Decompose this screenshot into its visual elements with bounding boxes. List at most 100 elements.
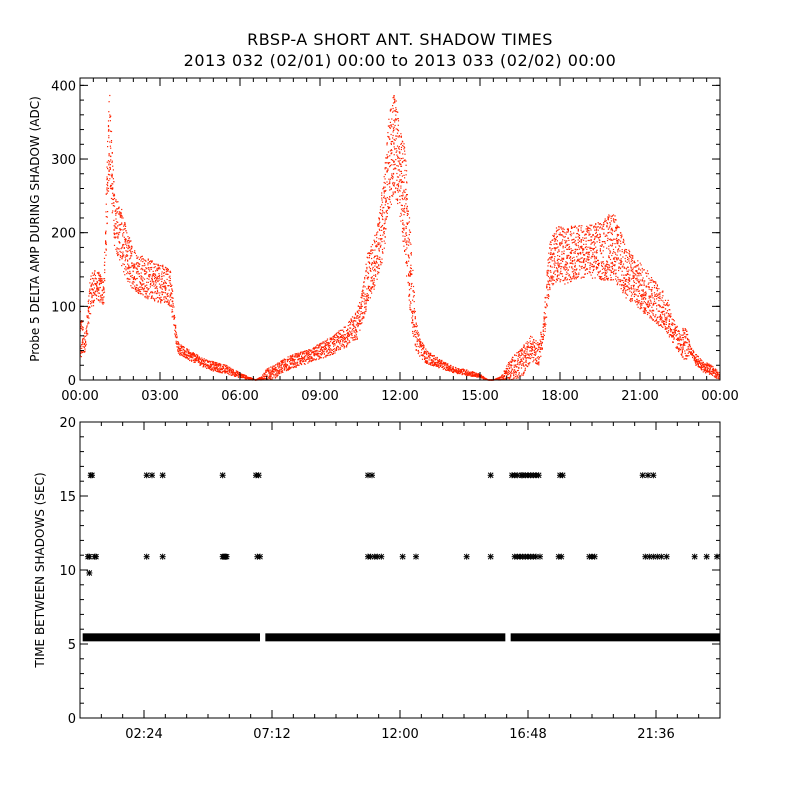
data-point (389, 155, 391, 157)
data-point (117, 236, 119, 238)
data-point (274, 367, 276, 369)
data-point (102, 303, 104, 305)
data-point (400, 136, 402, 138)
data-point (142, 258, 144, 260)
data-point (292, 354, 294, 356)
data-point (353, 325, 355, 327)
data-point (171, 311, 173, 313)
data-point (291, 359, 294, 361)
data-point (430, 352, 432, 354)
data-point (397, 185, 400, 187)
data-point (513, 359, 515, 361)
data-point (545, 316, 547, 318)
data-point (551, 266, 553, 268)
data-point (115, 209, 117, 211)
data-point (160, 265, 162, 267)
data-point (339, 336, 341, 338)
data-point (105, 240, 107, 242)
data-point (313, 352, 315, 354)
data-point (169, 279, 171, 282)
data-point (124, 228, 126, 230)
data-point (87, 321, 89, 323)
data-point (583, 248, 585, 250)
data-point (110, 147, 112, 149)
data-point (103, 287, 105, 289)
data-point (475, 375, 477, 377)
data-point (320, 348, 322, 350)
data-point (601, 245, 603, 247)
data-point (547, 272, 549, 274)
data-point (556, 270, 558, 272)
data-point (350, 337, 352, 339)
data-point (511, 359, 514, 361)
data-point (134, 264, 136, 266)
data-point (561, 257, 563, 259)
data-point (395, 118, 397, 120)
data-point (381, 241, 383, 243)
data-point (563, 258, 565, 260)
data-point (398, 181, 400, 183)
data-point (151, 291, 153, 293)
chart-subtitle: 2013 032 (02/01) 00:00 to 2013 033 (02/0… (183, 51, 617, 70)
data-point (195, 353, 197, 356)
data-point (511, 361, 513, 363)
data-point (206, 365, 208, 367)
data-point (599, 227, 601, 229)
data-point (268, 367, 270, 369)
data-point (581, 247, 583, 249)
data-point (187, 354, 189, 357)
data-point (584, 237, 586, 239)
data-point (304, 357, 306, 359)
data-point (403, 240, 405, 242)
data-point (394, 167, 396, 169)
data-point (245, 377, 247, 379)
data-point (467, 372, 469, 374)
data-point (355, 317, 357, 319)
data-point (601, 241, 604, 243)
data-point (166, 267, 168, 270)
data-point (169, 293, 171, 295)
data-point (397, 124, 399, 126)
data-point (538, 364, 540, 366)
data-point (100, 279, 102, 281)
data-point (580, 241, 582, 243)
data-point (435, 357, 437, 359)
data-point (422, 344, 425, 346)
data-point (599, 250, 601, 252)
data-point (604, 241, 606, 243)
data-point (285, 366, 287, 368)
data-point (389, 121, 391, 123)
data-point (404, 150, 406, 152)
data-point (388, 206, 390, 208)
data-point (298, 358, 300, 360)
data-point (273, 371, 275, 373)
data-point (97, 272, 99, 274)
data-point (359, 314, 361, 316)
data-point (393, 146, 395, 148)
data-point (147, 298, 149, 300)
data-point (161, 271, 163, 273)
data-point (483, 377, 485, 379)
data-point (526, 351, 528, 353)
data-point (234, 372, 236, 374)
data-point (577, 275, 579, 277)
data-point (161, 283, 163, 286)
data-point (531, 347, 533, 349)
data-point (574, 262, 576, 264)
data-point (383, 231, 385, 233)
data-point (407, 213, 409, 215)
data-point (321, 352, 323, 354)
data-point (418, 351, 420, 353)
data-point (428, 359, 430, 361)
data-point (272, 370, 274, 372)
data-point (156, 267, 158, 269)
data-point (554, 261, 556, 263)
data-point (86, 325, 88, 327)
data-point (394, 192, 396, 194)
data-point (165, 271, 167, 273)
data-point (105, 248, 107, 250)
data-point (351, 330, 353, 332)
data-point (283, 367, 285, 369)
data-point (562, 258, 564, 260)
data-point (127, 280, 129, 282)
